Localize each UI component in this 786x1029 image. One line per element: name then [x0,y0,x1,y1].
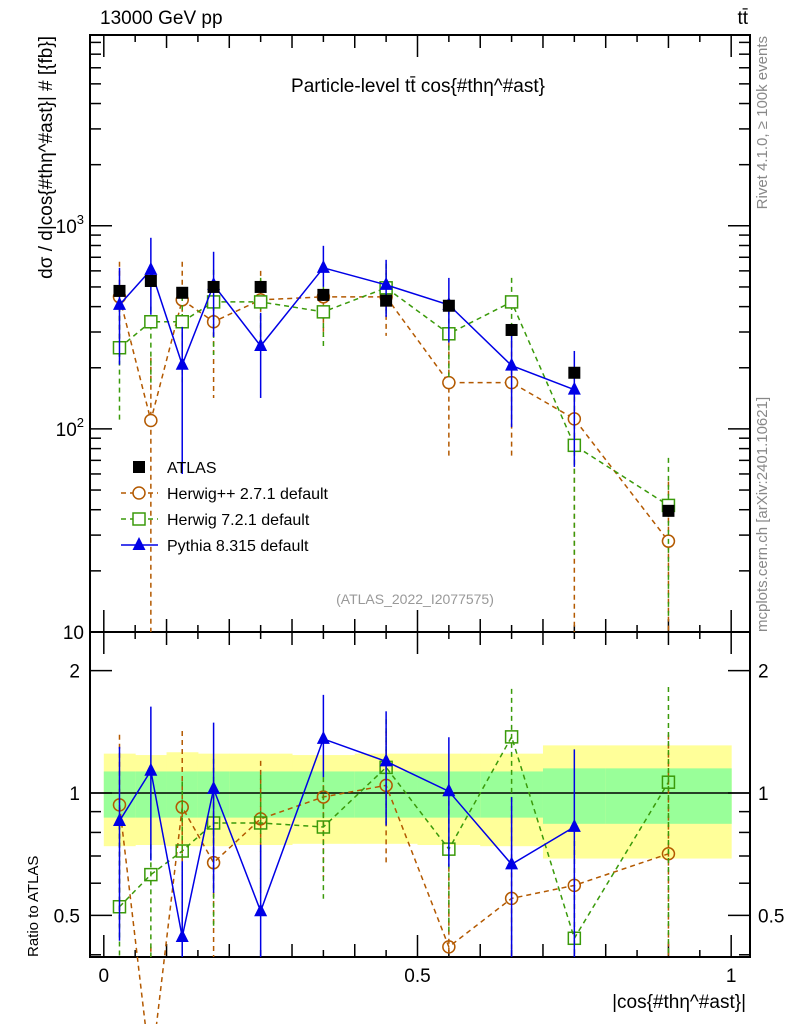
ratio-point [504,730,519,744]
y-axis-label: dσ / d|cos{#thη^#ast}| # [{fb}] [36,36,57,279]
atlas-data-point [144,274,157,287]
y-tick-label: 10 [63,623,84,644]
atlas-data-point [568,366,581,379]
ratio-point [442,940,456,954]
series-2 [112,237,581,957]
data-point [144,413,158,428]
legend-label: Herwig 7.2.1 default [167,512,310,529]
side-text-mcplots: mcplots.cern.ch [arXiv:2401.10621] [754,397,771,632]
data-point [379,276,393,290]
ratio-bands [90,745,750,859]
data-point [316,259,330,273]
atlas-data-point [113,284,126,297]
atlas-data-point [317,288,330,301]
y-tick-label-base: 10 [56,217,77,238]
ratio-point [112,812,126,826]
ratio-tick-label-left: 2 [69,662,80,683]
legend-marker [133,461,145,473]
legend-label: Herwig++ 2.7.1 default [167,486,329,503]
data-point [253,295,268,309]
atlas-data-point [254,280,267,293]
ratio-tick-label-left: 1 [69,784,80,805]
ratio-point [316,730,330,744]
legend-marker [132,512,146,526]
process-label: tt̄ [737,8,748,29]
ratio-series-line [118,737,575,938]
ratio-point [442,783,456,797]
x-tick-label: 1 [726,966,737,987]
data-point [175,356,189,370]
data-point [144,261,158,275]
ratio-point [316,820,331,834]
legend-entry: Herwig++ 2.7.1 default [121,486,329,503]
ratio-point [144,762,158,776]
ratio-point [207,780,221,794]
plot-title: Particle-level tt̄ cos{#thη^#ast} [291,76,545,97]
y-tick-label: 103 [56,212,84,238]
ratio-point [253,816,268,830]
ratio-tick-label-right: 1 [758,784,769,805]
legend: ATLAS Herwig++ 2.7.1 default Herwig 7.2.1 … [121,460,329,555]
analysis-id: (ATLAS_2022_I2077575) [336,591,494,607]
legend-entry: Herwig 7.2.1 default [121,512,310,529]
ratio-point [175,844,189,858]
data-point [505,357,519,371]
data-point [112,296,126,310]
legend-entry: Pythia 8.315 default [121,537,309,555]
x-tick-label: 0 [99,966,110,987]
data-point [442,375,456,390]
legend-label: Pythia 8.315 default [167,538,309,555]
atlas-data-point [207,280,220,293]
ratio-point [144,867,158,882]
x-axis-label: |cos{#thη^#ast}| [612,992,746,1013]
x-tick-label: 0.5 [404,966,430,987]
y-tick-label-exp: 3 [77,212,84,227]
side-text-rivet: Rivet 4.1.0, ≥ 100k events [754,36,771,209]
ratio-tick-label-left: 0.5 [54,906,80,927]
legend-label: ATLAS [167,460,217,477]
series-0 [112,261,676,1029]
atlas-data-point [176,286,189,299]
series-line [118,296,670,542]
data-point [175,314,189,329]
atlas-data-point [662,504,675,517]
energy-label: 13000 GeV pp [100,8,223,29]
ratio-tick-label-right: 2 [758,662,769,683]
ratio-point [661,775,676,789]
legend-entry: ATLAS [133,460,217,477]
data-point [567,381,581,395]
atlas-data-point [442,299,455,312]
y-tick-label-base: 10 [63,623,84,644]
ratio-frame [89,631,751,958]
ratio-point [254,903,268,917]
data-point [254,337,268,351]
ratio-point [567,818,581,832]
ratio-point [379,753,393,767]
data-point [144,314,158,329]
y-tick-label-base: 10 [56,420,77,441]
legend-marker [132,486,146,500]
series-marks [112,237,676,1029]
ratio-y-axis-label: Ratio to ATLAS [25,856,42,957]
y-tick-label-exp: 2 [77,415,84,430]
data-point [504,295,519,309]
atlas-data-point [380,294,393,307]
ratio-point [505,856,519,870]
atlas-data-point [505,323,518,336]
data-point [316,305,331,319]
ratio-tick-label-right: 0.5 [758,906,784,927]
y-tick-label: 102 [56,415,84,441]
ratio-point [175,929,189,943]
legend-marker [132,537,146,550]
series-line [118,266,575,391]
